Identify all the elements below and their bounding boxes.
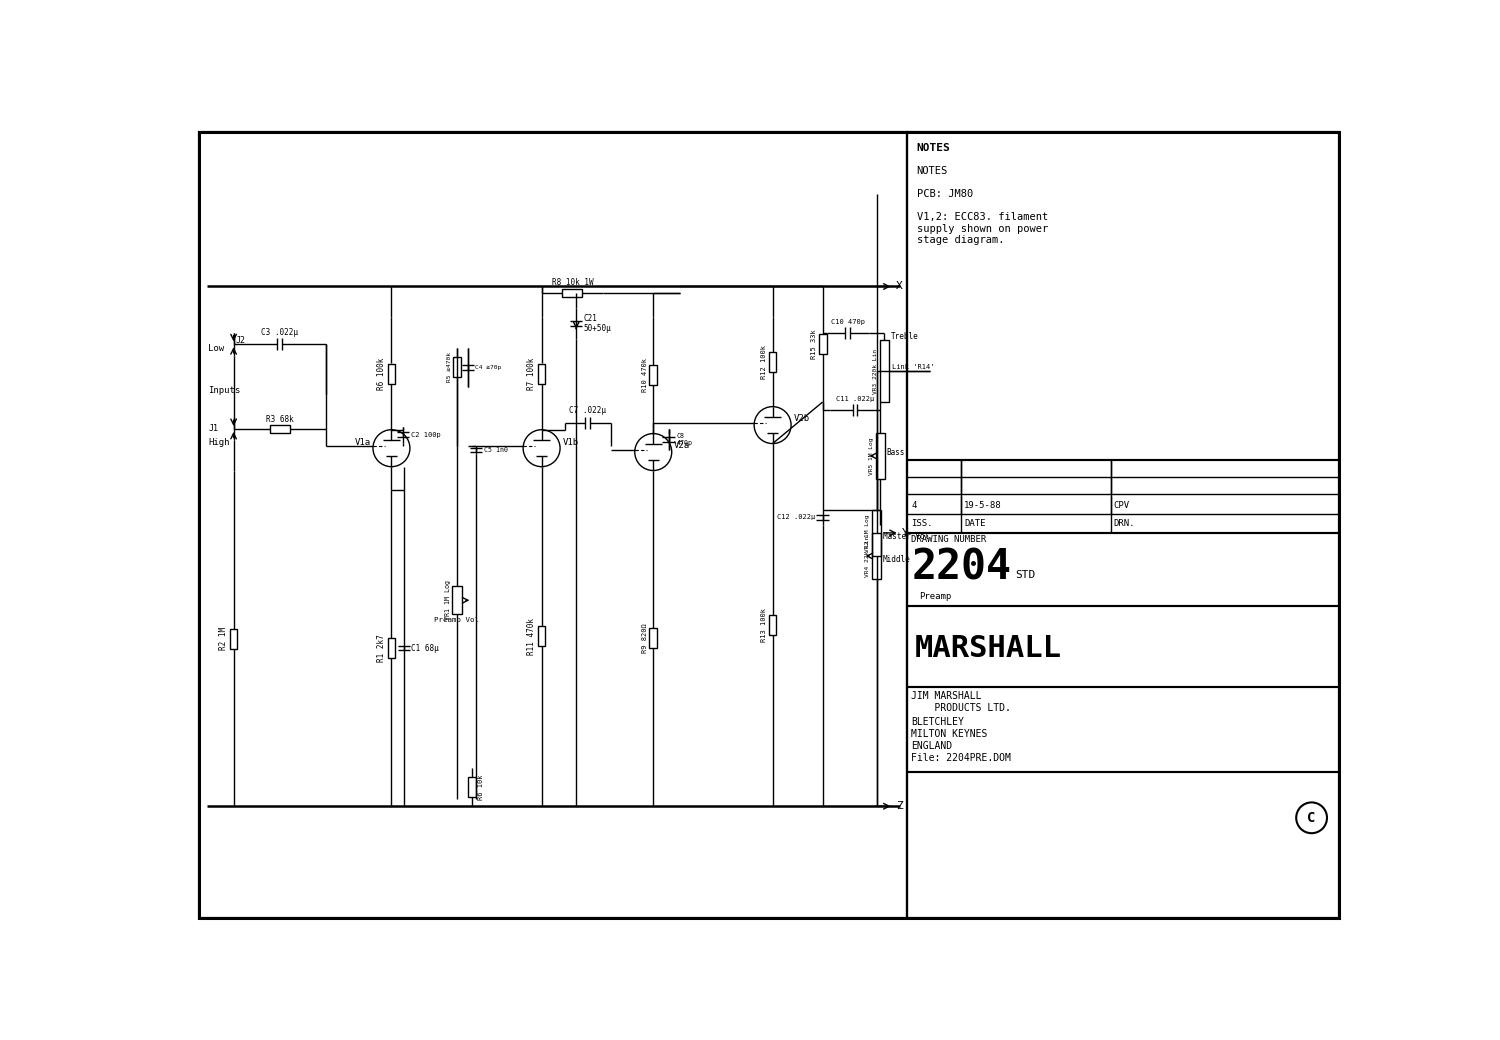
Text: 4: 4 (910, 501, 916, 511)
Bar (908, 132, 1338, 918)
Text: C12 .022μ: C12 .022μ (777, 515, 814, 520)
Text: Inputs: Inputs (209, 386, 240, 395)
Bar (453, 587, 462, 615)
Text: PCB: JM80: PCB: JM80 (916, 189, 974, 199)
Bar (200, 132, 908, 918)
Text: R10 470k: R10 470k (642, 359, 648, 392)
Text: C5 1n0: C5 1n0 (484, 447, 508, 453)
Text: R11 470k: R11 470k (526, 618, 536, 655)
Bar (468, 777, 476, 797)
Text: PRODUCTS LTD.: PRODUCTS LTD. (910, 703, 1011, 713)
Text: Treble: Treble (891, 332, 918, 341)
Text: C11 .022μ: C11 .022μ (836, 396, 874, 402)
Text: C2 100p: C2 100p (411, 432, 441, 438)
Bar (650, 628, 657, 648)
Text: VR2 1M Log: VR2 1M Log (865, 514, 870, 551)
Text: C8
470p: C8 470p (676, 433, 693, 446)
Text: STD: STD (1016, 570, 1035, 580)
Text: VR4 22k Lin: VR4 22k Lin (865, 536, 870, 576)
Text: R1 2k7: R1 2k7 (376, 634, 386, 661)
Bar (819, 334, 827, 355)
Bar (871, 532, 880, 579)
Text: Middle: Middle (882, 555, 910, 565)
Text: Master Vol: Master Vol (882, 532, 928, 541)
Text: R6 10k: R6 10k (477, 774, 483, 800)
Text: R6 100k: R6 100k (376, 358, 386, 390)
Text: DATE: DATE (964, 519, 986, 528)
Text: R8 10k 1W: R8 10k 1W (552, 279, 592, 287)
Text: NOTES: NOTES (916, 142, 951, 153)
Text: R3 68k: R3 68k (266, 415, 294, 423)
Text: DRAWING NUMBER: DRAWING NUMBER (910, 535, 987, 544)
Text: ENGLAND: ENGLAND (910, 742, 952, 751)
Text: V1b: V1b (562, 438, 579, 446)
Text: Bass: Bass (886, 447, 904, 457)
Text: J2: J2 (236, 336, 244, 345)
Bar (879, 340, 890, 402)
Bar (650, 365, 657, 386)
Bar (453, 358, 460, 378)
Text: C1 68μ: C1 68μ (411, 644, 440, 652)
Text: R5 ≥470k: R5 ≥470k (447, 353, 452, 383)
Text: Z: Z (896, 801, 903, 811)
Text: VR5 1M Log: VR5 1M Log (868, 437, 874, 474)
Bar (387, 364, 396, 384)
Bar (908, 132, 1338, 918)
Text: DRN.: DRN. (1113, 519, 1136, 528)
Bar (871, 510, 880, 556)
Text: R13 100k: R13 100k (760, 608, 766, 642)
Text: C4 ≥70p: C4 ≥70p (476, 365, 501, 370)
Text: Low: Low (209, 343, 225, 353)
Bar (537, 364, 546, 384)
Text: R15 33k: R15 33k (812, 330, 818, 359)
Bar (768, 352, 777, 372)
Text: ISS.: ISS. (910, 519, 933, 528)
Bar (562, 289, 582, 296)
Text: R7 100k: R7 100k (526, 358, 536, 390)
Bar (200, 132, 908, 918)
Text: V2a: V2a (674, 441, 690, 450)
Text: C10 470p: C10 470p (831, 319, 864, 324)
Text: 2204: 2204 (910, 547, 1011, 589)
Text: R9 820Ω: R9 820Ω (642, 624, 648, 653)
Text: High: High (209, 438, 230, 446)
Text: R2 1M: R2 1M (219, 627, 228, 650)
Text: supply shown on power: supply shown on power (916, 224, 1048, 234)
Text: C21
50+50μ: C21 50+50μ (584, 314, 612, 333)
Text: File: 2204PRE.DOM: File: 2204PRE.DOM (910, 753, 1011, 762)
Text: MILTON KEYNES: MILTON KEYNES (910, 729, 987, 738)
Bar (270, 425, 290, 433)
Text: VR3 220k Lin: VR3 220k Lin (873, 348, 877, 394)
Text: V2b: V2b (794, 414, 810, 423)
Text: VR1 1M Log: VR1 1M Log (444, 580, 450, 620)
Text: BLETCHLEY: BLETCHLEY (910, 717, 964, 727)
Bar (537, 626, 546, 647)
Text: Preamp: Preamp (920, 593, 951, 601)
Text: Preamp Vol: Preamp Vol (435, 617, 480, 623)
Bar (876, 433, 885, 479)
Bar (768, 615, 777, 635)
Text: NOTES: NOTES (916, 166, 948, 176)
Text: 19-5-88: 19-5-88 (964, 501, 1002, 511)
Text: V1,2: ECC83. filament: V1,2: ECC83. filament (916, 212, 1048, 223)
Text: C3 .022μ: C3 .022μ (261, 328, 299, 337)
Text: C: C (1308, 811, 1316, 825)
Text: Link 'R14': Link 'R14' (892, 364, 934, 370)
Bar (230, 629, 237, 649)
Text: JIM MARSHALL: JIM MARSHALL (910, 692, 981, 701)
Text: X: X (896, 282, 903, 291)
Bar (387, 638, 396, 658)
Text: CPV: CPV (1113, 501, 1130, 511)
Text: Y: Y (902, 528, 909, 538)
Text: stage diagram.: stage diagram. (916, 235, 1004, 245)
Text: J1: J1 (209, 424, 218, 434)
Text: R12 100k: R12 100k (760, 345, 766, 379)
Text: C7 .022μ: C7 .022μ (570, 406, 606, 415)
Text: MARSHALL: MARSHALL (915, 634, 1062, 662)
Text: V1a: V1a (354, 438, 370, 446)
